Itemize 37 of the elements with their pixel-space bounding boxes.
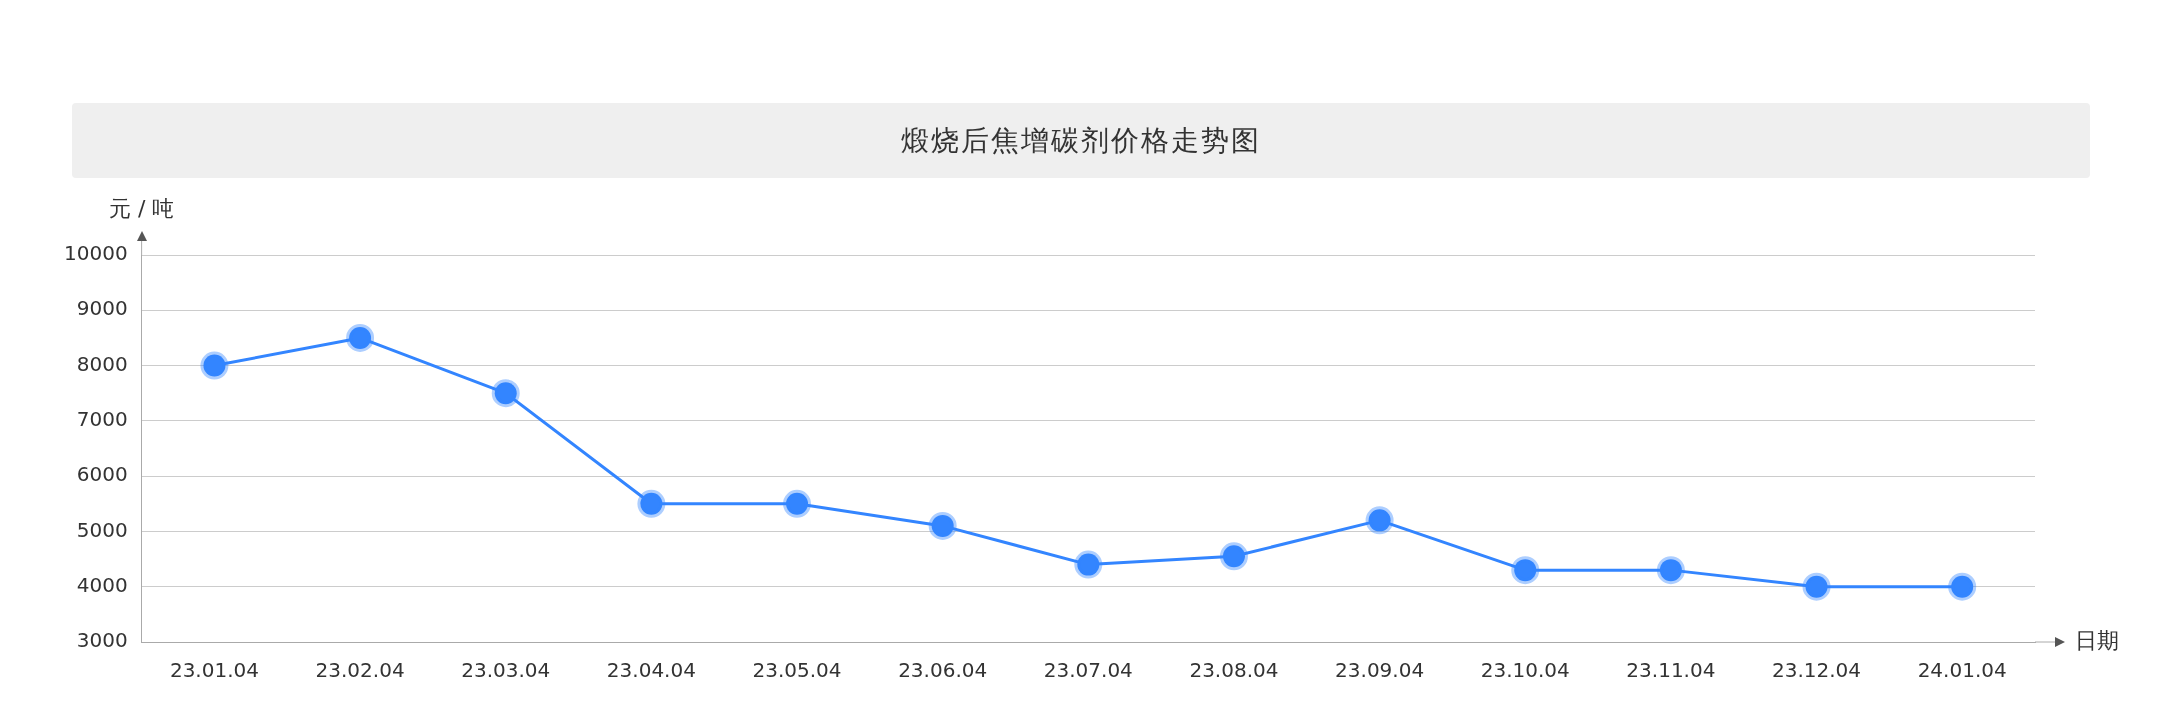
point	[1365, 506, 1394, 535]
x-tick-label: 23.10.04	[1480, 658, 1570, 683]
x-tick-label: 23.07.04	[1043, 658, 1133, 683]
point	[1219, 542, 1248, 571]
point	[491, 379, 520, 408]
y-tick-label: 8000	[76, 351, 128, 376]
point	[200, 351, 229, 380]
y-tick-label: 3000	[76, 628, 128, 653]
point	[637, 489, 666, 518]
point	[1948, 572, 1977, 601]
x-tick-label: 23.06.04	[898, 658, 988, 683]
point	[346, 323, 375, 352]
x-tick-label: 23.04.04	[606, 658, 696, 683]
x-tick-label: 23.12.04	[1772, 658, 1862, 683]
y-tick-label: 10000	[64, 241, 128, 266]
point	[1074, 550, 1103, 579]
y-tick-label: 4000	[76, 572, 128, 597]
chart-title: 煅烧后焦增碳剂价格走势图	[72, 103, 2090, 178]
x-tick-label: 23.09.04	[1335, 658, 1425, 683]
y-tick-label: 5000	[76, 517, 128, 542]
x-tick-label: 24.01.04	[1917, 658, 2007, 683]
x-tick-label: 23.02.04	[315, 658, 405, 683]
point	[928, 511, 957, 540]
x-tick-label: 23.01.04	[169, 658, 259, 683]
y-tick-label: 7000	[76, 407, 128, 432]
x-tick-label: 23.08.04	[1189, 658, 1279, 683]
x-tick-label: 23.11.04	[1626, 658, 1716, 683]
point	[783, 489, 812, 518]
x-tick-label: 23.05.04	[752, 658, 842, 683]
x-tick-label: 23.03.04	[461, 658, 551, 683]
point	[1656, 556, 1685, 585]
point	[1511, 556, 1540, 585]
x-axis-title: 日期	[2075, 627, 2119, 653]
y-tick-label: 9000	[76, 296, 128, 321]
point	[1802, 572, 1831, 601]
y-tick-label: 6000	[76, 462, 128, 487]
y-axis-title: 元 / 吨	[108, 195, 175, 221]
